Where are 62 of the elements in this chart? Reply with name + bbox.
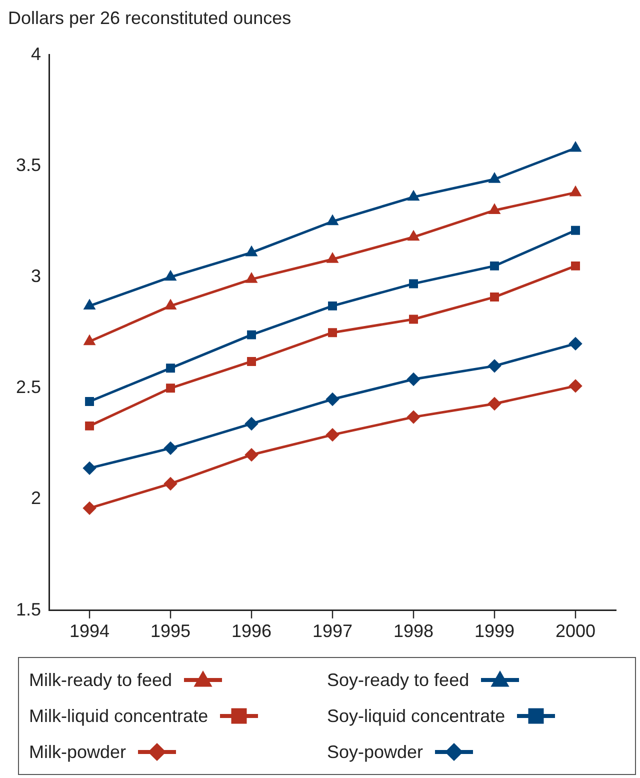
- point: [326, 392, 340, 406]
- point: [406, 410, 420, 424]
- point: [247, 357, 256, 366]
- point: [164, 299, 176, 310]
- point: [164, 270, 176, 281]
- point: [326, 252, 338, 263]
- point: [408, 230, 420, 241]
- legend-label: Milk-ready to feed: [29, 670, 172, 690]
- point: [247, 330, 256, 340]
- point: [568, 337, 582, 350]
- point: [568, 379, 582, 393]
- y-tick-label: 3: [31, 266, 42, 286]
- point: [246, 246, 258, 256]
- point: [570, 142, 582, 152]
- point: [490, 261, 499, 270]
- point: [326, 428, 340, 442]
- y-tick-label: 4: [31, 44, 42, 64]
- x-tick-label: 2000: [555, 621, 596, 642]
- point: [408, 190, 420, 201]
- point: [85, 397, 94, 406]
- x-tick-label: 1994: [69, 621, 110, 642]
- x-tick-label: 1996: [231, 621, 272, 642]
- point: [488, 172, 500, 183]
- y-tick-label: 3.5: [16, 154, 42, 175]
- point: [164, 442, 178, 455]
- y-axis-title: Dollars per 26 reconstituted ounces: [8, 8, 292, 29]
- point: [246, 272, 258, 283]
- legend-label: Milk-liquid concentrate: [29, 706, 208, 726]
- y-tick-label: 2.5: [16, 377, 42, 398]
- point: [82, 502, 96, 515]
- point: [166, 364, 176, 373]
- point: [488, 204, 500, 214]
- point: [166, 384, 176, 393]
- legend-label: Soy-liquid concentrate: [327, 706, 506, 726]
- point: [328, 301, 337, 310]
- x-tick-label: 1997: [312, 621, 353, 642]
- y-tick-label: 1.5: [16, 599, 42, 620]
- point: [570, 186, 582, 196]
- point: [84, 299, 96, 310]
- point: [326, 214, 338, 226]
- y-tick-label: 2: [31, 488, 42, 508]
- legend-label: Soy-powder: [327, 742, 424, 762]
- point: [409, 314, 418, 324]
- point: [164, 477, 178, 490]
- point: [488, 397, 502, 410]
- point: [409, 279, 418, 288]
- point: [84, 334, 96, 346]
- point: [85, 421, 94, 430]
- point: [406, 372, 420, 386]
- point: [82, 462, 96, 475]
- point: [244, 448, 258, 462]
- x-tick-label: 1995: [150, 621, 191, 642]
- point: [571, 261, 580, 270]
- point: [488, 359, 502, 373]
- point: [490, 292, 499, 302]
- point: [244, 417, 258, 430]
- point: [571, 226, 580, 235]
- x-tick-label: 1999: [474, 621, 515, 642]
- x-tick-label: 1998: [393, 621, 434, 642]
- legend-label: Soy-ready to feed: [327, 670, 470, 690]
- legend-label: Milk-powder: [29, 742, 126, 762]
- point: [328, 328, 337, 338]
